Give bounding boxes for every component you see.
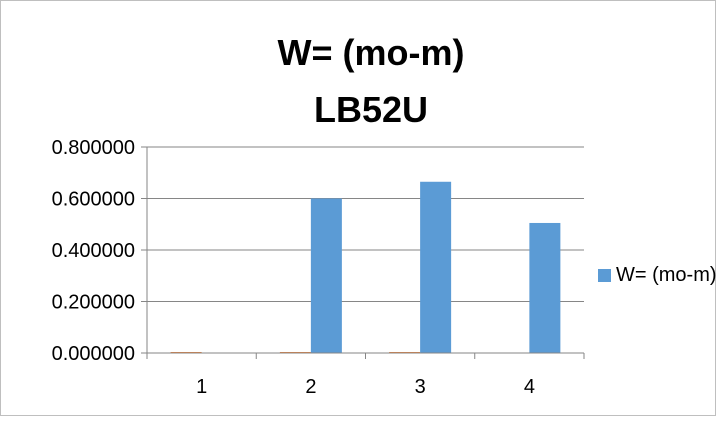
y-tick-label: 0.800000 [52,137,135,159]
y-tick-label: 0.000000 [52,343,135,365]
legend-swatch [598,269,611,282]
bar [529,222,561,353]
y-tick-label: 0.400000 [52,240,135,262]
y-tick-label: 0.200000 [52,292,135,314]
x-tick-label: 4 [524,376,535,398]
x-tick-label: 2 [305,376,316,398]
chart-subtitle: LB52U [314,89,428,130]
legend-label: W= (mo-m) [616,264,716,286]
x-tick-labels: 1 2 3 4 [196,376,535,398]
x-tick-label: 1 [196,376,207,398]
gridlines [147,146,584,302]
x-tick-label: 3 [415,376,426,398]
y-tick-labels: 0.000000 0.200000 0.400000 0.600000 0.800000 [52,137,135,365]
legend: W= (mo-m) [598,264,716,286]
axes [141,146,585,359]
bar [420,181,452,353]
bar [310,198,342,353]
chart-title: W= (mo-m) [278,32,465,73]
bars [170,181,561,353]
y-tick-label: 0.600000 [52,189,135,211]
